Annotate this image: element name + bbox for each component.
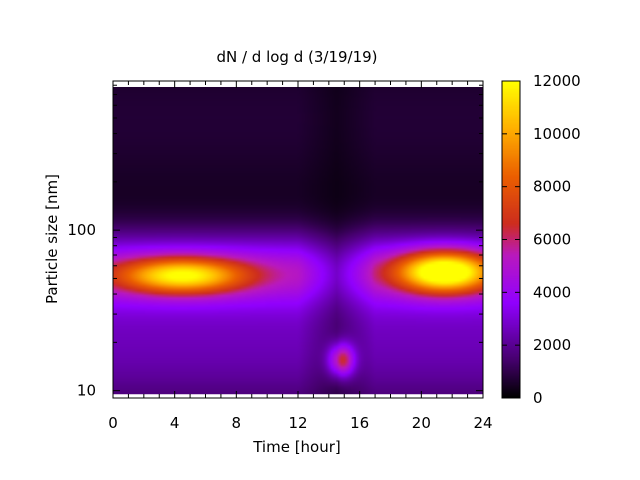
- colorbar-tick-label: 10000: [533, 125, 581, 143]
- x-tick-label: 16: [350, 414, 369, 432]
- colorbar-tick-label: 2000: [533, 336, 571, 354]
- colorbar-tick-label: 4000: [533, 283, 571, 301]
- x-axis: 0 4 8 12 16 20 24: [108, 81, 493, 432]
- colorbar-tick-label: 12000: [533, 72, 581, 90]
- heatmap-image: [113, 86, 483, 395]
- x-tick-label: 12: [288, 414, 307, 432]
- y-tick-label: 10: [77, 382, 96, 400]
- y-axis-label: Particle size [nm]: [43, 174, 61, 304]
- colorbar-tick-label: 0: [533, 389, 543, 407]
- chart-title: dN / d log d (3/19/19): [216, 48, 377, 66]
- x-tick-label: 0: [108, 414, 118, 432]
- x-axis-label: Time [hour]: [252, 438, 341, 456]
- x-tick-label: 24: [473, 414, 492, 432]
- colorbar-gradient: [502, 81, 520, 398]
- colorbar-axis: 0 2000 4000 6000 8000 10000 12000: [502, 72, 581, 407]
- x-tick-label: 20: [412, 414, 431, 432]
- x-tick-label: 4: [170, 414, 180, 432]
- x-tick-label: 8: [232, 414, 242, 432]
- y-axis: 10 100: [67, 84, 483, 400]
- colorbar-tick-label: 8000: [533, 178, 571, 196]
- colorbar-tick-label: 6000: [533, 231, 571, 249]
- y-tick-label: 100: [67, 221, 96, 239]
